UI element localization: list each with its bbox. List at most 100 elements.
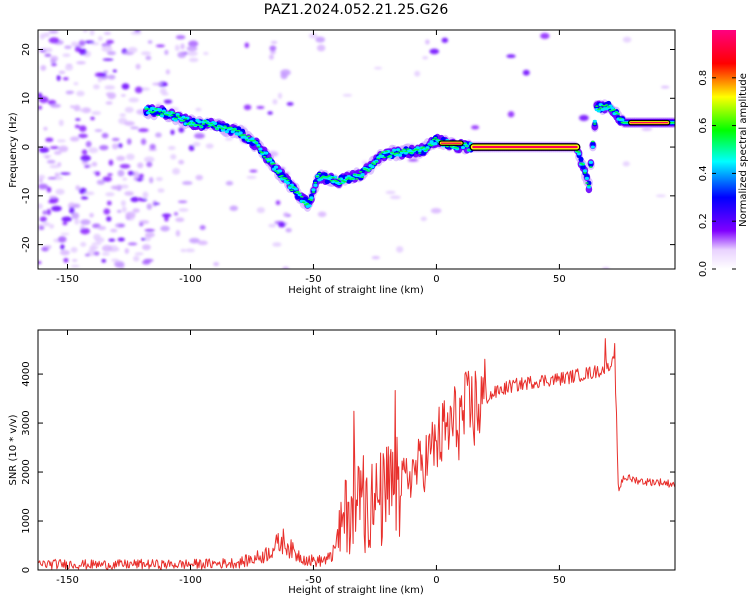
noise-blob	[422, 56, 429, 60]
noise-blob	[180, 43, 185, 50]
noise-blob	[139, 222, 144, 227]
ridge-segment	[586, 180, 592, 186]
noise-blob	[205, 143, 214, 149]
figure-title: PAZ1.2024.052.21.25.G26	[264, 2, 449, 18]
noise-blob	[69, 136, 80, 142]
ridge-segment	[347, 177, 351, 179]
ridge-segment	[612, 108, 617, 111]
noise-blob	[155, 132, 162, 138]
noise-blob	[101, 252, 110, 256]
noise-blob	[79, 108, 85, 113]
noise-blob	[38, 203, 43, 209]
colorbar-label: Normalized spectral amplitude	[738, 73, 749, 227]
ridge-segment	[244, 139, 249, 141]
ridge-segment	[360, 172, 365, 177]
noise-blob	[425, 39, 430, 45]
ridge-segment	[285, 181, 290, 185]
noise-blob	[121, 94, 126, 97]
ridge-segment	[280, 174, 284, 177]
noise-blob	[67, 202, 76, 210]
ridge-segment	[431, 138, 436, 141]
noise-blob	[177, 51, 187, 59]
ridge-segment	[410, 152, 414, 154]
noise-blob	[429, 48, 440, 55]
ridge-segment	[158, 110, 162, 113]
noise-blob	[144, 232, 155, 238]
ridge-segment	[465, 145, 469, 147]
ridge-segment	[223, 125, 227, 127]
ridge-segment	[397, 153, 403, 157]
spectrogram-x-tick-label: -100	[179, 274, 202, 285]
noise-blob	[389, 195, 401, 200]
noise-blob	[120, 184, 129, 189]
noise-blob	[45, 47, 53, 53]
noise-blob	[84, 40, 95, 44]
ridge-segment	[396, 152, 400, 154]
ridge-segment	[616, 113, 621, 115]
noise-blob	[125, 153, 135, 160]
noise-blob	[267, 111, 273, 115]
noise-blob	[108, 159, 114, 166]
noise-blob	[270, 49, 276, 55]
ridge-segment	[597, 108, 601, 111]
noise-blob	[38, 147, 50, 154]
noise-blob	[121, 206, 127, 213]
colorbar: 0.0 0.2 0.4 0.6 0.8 Normalized spectral ampl…	[698, 30, 749, 277]
ridge-segment	[274, 170, 278, 173]
noise-blob	[94, 129, 103, 132]
noise-blob	[101, 45, 113, 52]
ridge-segment	[159, 114, 165, 118]
ridge-segment	[256, 145, 261, 148]
noise-blob	[127, 242, 138, 246]
ridge-segment	[315, 175, 320, 178]
ridge-segment	[157, 108, 163, 112]
noise-blob	[76, 90, 85, 97]
spectrogram-y-tick-label: -20	[21, 236, 32, 252]
noise-blob	[93, 84, 100, 90]
noise-blob	[170, 154, 177, 160]
noise-blob	[44, 53, 52, 58]
noise-blob	[112, 69, 117, 73]
ridge-segment	[339, 182, 343, 185]
noise-blob	[70, 41, 79, 47]
noise-blob	[138, 173, 144, 179]
noise-blob	[94, 72, 104, 78]
noise-blob	[46, 159, 56, 164]
snr-y-ticks: 0 1000 2000 3000 4000	[21, 361, 675, 573]
noise-blob	[51, 63, 57, 67]
ridge-segment	[277, 169, 283, 173]
noise-blob	[41, 247, 49, 252]
noise-blob	[522, 69, 530, 76]
noise-blob	[128, 97, 140, 103]
ridge-segment	[213, 121, 218, 126]
ridge-segment	[209, 122, 213, 125]
noise-blob	[144, 229, 155, 232]
ridge-segment	[187, 122, 192, 124]
noise-blob	[199, 225, 206, 231]
ridge-segment	[388, 154, 392, 157]
ridge-segment	[355, 178, 359, 180]
spectrogram-y-tick-label: 10	[21, 92, 32, 105]
noise-blob	[283, 212, 289, 217]
ridge-segment	[191, 122, 196, 124]
ridge-segment	[166, 114, 170, 116]
noise-blob	[102, 176, 112, 182]
ridge-segment	[311, 188, 316, 192]
noise-blob	[46, 186, 52, 193]
ridge-segment	[313, 183, 318, 187]
noise-blob	[203, 51, 209, 55]
noise-blob	[60, 232, 70, 236]
ridge-segment	[395, 148, 401, 152]
noise-blob	[93, 233, 101, 241]
noise-blob	[79, 48, 87, 56]
spectrogram-x-tick-label: -150	[56, 274, 79, 285]
noise-blob	[243, 104, 252, 111]
noise-blob	[121, 83, 130, 90]
noise-blob	[62, 77, 69, 81]
noise-blob	[213, 262, 220, 267]
ridge-segment	[591, 140, 595, 143]
noise-blob	[103, 70, 109, 74]
ridge-segment	[224, 130, 229, 134]
noise-blob	[80, 227, 91, 235]
